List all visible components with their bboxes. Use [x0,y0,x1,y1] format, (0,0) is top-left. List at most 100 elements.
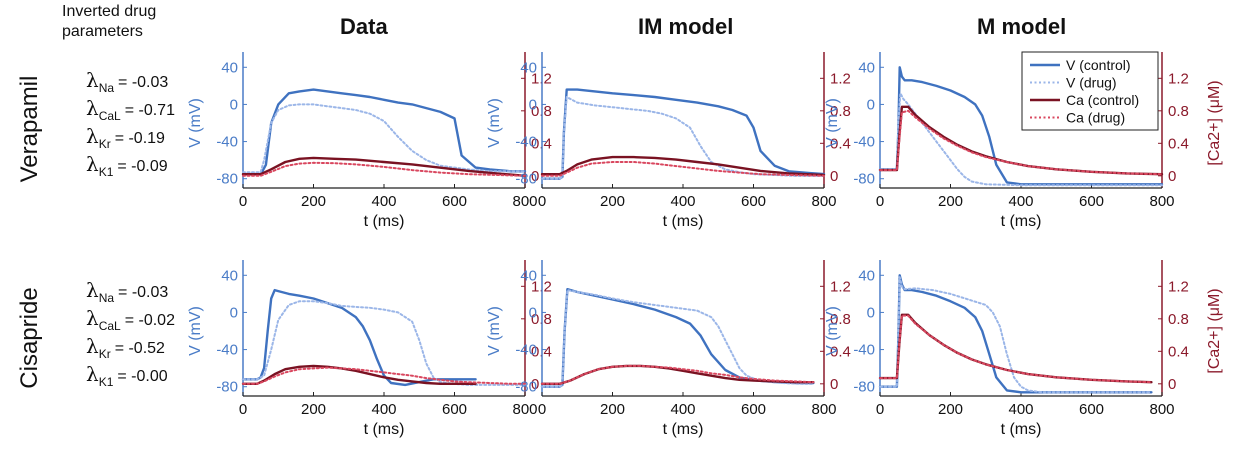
x-tick-label: 600 [1079,193,1104,210]
series-line-ca-control [540,155,826,177]
series-line-ca-drug [879,109,1163,176]
series-line-ca-control [241,156,527,178]
param-subscript: Kr [98,347,111,361]
x-tick-label: 600 [442,193,467,210]
y-right-tick-label: 0.4 [830,135,851,152]
y-left-tick-label: -80 [853,171,875,188]
param-row: λNa = -0.03 [86,66,175,95]
x-tick-label: 800 [811,193,836,210]
x-axis-label: t (ms) [364,213,405,230]
x-tick-label: 200 [301,193,326,210]
y-left-tick-label: -80 [216,379,238,396]
param-value: = -0.00 [117,368,168,385]
x-tick-label: 800 [1149,401,1174,418]
x-tick-label: 800 [1149,193,1174,210]
series-line-ca-drug [879,314,1153,384]
x-tick-label: 0 [239,193,247,210]
params-verapamil: λNa = -0.03 λCaL = -0.71 λKr = -0.19 λK1 = -… [86,66,175,179]
y-left-tick-label: -80 [216,171,238,188]
y-left-tick-label: 40 [858,59,875,76]
param-subscript: Na [98,81,115,95]
lambda-symbol: λ [86,152,99,176]
lambda-symbol: λ [86,278,99,302]
param-value: = -0.71 [124,102,175,119]
param-value: = -0.09 [117,158,168,175]
row-label-verapamil: Verapamil [16,75,43,183]
y-left-tick-label: -80 [515,171,537,188]
lambda-symbol: λ [86,68,99,92]
y-left-tick-label: 40 [520,267,537,284]
y-left-tick-label: -40 [853,134,875,151]
x-tick-label: 600 [741,193,766,210]
column-title-data: Data [340,14,388,39]
x-tick-label: 600 [1079,401,1104,418]
x-tick-label: 200 [938,401,963,418]
x-tick-label: 600 [442,401,467,418]
column-title-m-model: M model [977,14,1067,39]
column-title-im-model: IM model [638,14,734,39]
y-right-tick-label: 0 [1168,376,1176,393]
y-right-tick-label: 0 [531,376,539,393]
x-tick-label: 0 [876,401,884,418]
lambda-symbol: λ [86,96,99,120]
y-right-tick-label: 0 [531,168,539,185]
series-line-v-control [540,288,815,388]
param-value: = -0.19 [114,130,165,147]
series-line-ca-drug [242,366,526,385]
series-line-ca-drug [541,364,815,385]
param-value: = -0.03 [118,284,169,301]
y-left-tick-label: 40 [858,267,875,284]
x-tick-label: 400 [1008,193,1033,210]
x-tick-label: 200 [600,193,625,210]
x-tick-label: 0 [538,401,546,418]
param-subscript: CaL [98,319,121,333]
params-heading: Inverted drug parameters [62,3,157,40]
x-tick-label: 400 [371,193,396,210]
x-tick-label: 400 [670,401,695,418]
y-left-tick-label: -80 [853,379,875,396]
y-left-tick-label: 0 [529,96,537,113]
x-tick-label: 0 [538,193,546,210]
param-subscript: CaL [98,109,121,123]
y-right-tick-label: 0.4 [1168,135,1189,152]
x-tick-label: 400 [1008,401,1033,418]
y-right-axis-label: [Ca2+] (μM) [1206,80,1223,165]
param-subscript: Kr [98,137,111,151]
y-left-axis-label: V (mV) [824,306,841,356]
y-left-tick-label: 0 [230,96,238,113]
y-left-tick-label: 0 [230,304,238,321]
x-tick-label: 200 [301,401,326,418]
x-tick-label: 0 [239,401,247,418]
y-right-tick-label: 0.4 [1168,343,1189,360]
param-row: λNa = -0.03 [86,276,175,305]
y-right-tick-label: 0 [1168,168,1176,185]
lambda-symbol: λ [86,306,99,330]
y-right-tick-label: 0 [830,376,838,393]
row-label-cisapride: Cisapride [16,287,43,389]
x-tick-label: 200 [938,193,963,210]
x-tick-label: 800 [811,401,836,418]
y-right-axis-label: [Ca2+] (μM) [1206,288,1223,373]
y-left-tick-label: 40 [520,59,537,76]
legend-label: Ca (control) [1066,92,1139,108]
series-line-v-drug [242,103,526,174]
y-right-tick-label: 0.8 [1168,103,1189,120]
legend-label: V (drug) [1066,75,1117,91]
param-row: λCaL = -0.02 [86,304,175,333]
param-subscript: Na [98,291,115,305]
x-axis-label: t (ms) [663,421,704,438]
y-left-axis-label: V (mV) [486,306,503,356]
y-left-tick-label: 40 [221,267,238,284]
series-line-ca-drug [541,161,825,177]
y-right-tick-label: 1.2 [830,278,851,295]
y-right-tick-label: 0 [830,168,838,185]
y-right-tick-label: 1.2 [1168,278,1189,295]
y-left-tick-label: -40 [216,342,238,359]
y-left-tick-label: -80 [515,379,537,396]
series-line-ca-drug [242,161,526,177]
x-axis-label: t (ms) [364,421,405,438]
y-left-tick-label: 40 [221,59,238,76]
param-row: λCaL = -0.71 [86,94,175,123]
y-left-tick-label: 0 [867,304,875,321]
y-left-axis-label: V (mV) [187,306,204,356]
